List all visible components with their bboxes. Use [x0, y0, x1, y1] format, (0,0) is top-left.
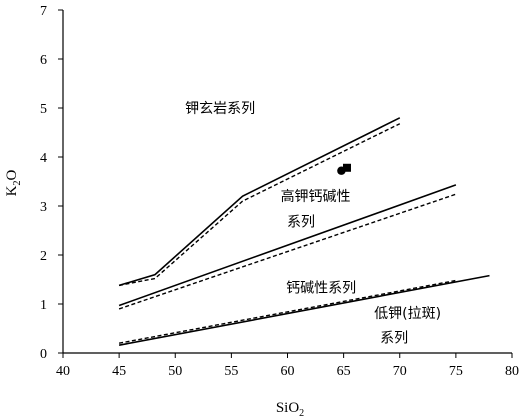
region-label: 高钾钙碱性	[281, 188, 351, 205]
region-label: 系列	[380, 330, 408, 346]
dashed-boundary-line	[118, 279, 457, 344]
x-axis-title: SiO2	[276, 400, 304, 418]
data-markers	[337, 163, 351, 175]
region-label: 低钾(拉斑)	[374, 306, 441, 322]
y-tick-label: 2	[40, 249, 47, 264]
x-tick-label: 45	[112, 364, 126, 379]
y-tick-label: 4	[40, 151, 47, 166]
region-label: 钾玄岩系列	[185, 100, 255, 117]
x-tick-label: 75	[449, 364, 463, 379]
y-tick-label: 6	[40, 53, 47, 68]
dashed-boundary-line	[118, 123, 401, 287]
region-label: 钙碱性系列	[286, 280, 356, 296]
y-tick-label: 1	[40, 298, 47, 313]
x-tick-label: 40	[56, 364, 70, 379]
solid-boundary-line	[118, 184, 457, 307]
y-tick-label: 0	[40, 347, 47, 362]
y-tick-label: 7	[40, 4, 47, 19]
x-tick-label: 60	[281, 364, 295, 379]
series-lines	[118, 117, 490, 346]
dashed-boundary-line	[118, 193, 457, 310]
region-label: 系列	[287, 215, 315, 231]
x-tick-label: 65	[337, 364, 351, 379]
x-tick-label: 50	[168, 364, 182, 379]
x-tick-label: 70	[393, 364, 407, 379]
y-tick-label: 3	[40, 200, 47, 215]
solid-boundary-line	[118, 274, 490, 346]
y-tick-label: 5	[40, 102, 47, 117]
x-tick-label: 80	[505, 364, 519, 379]
solid-boundary-line	[118, 117, 401, 287]
y-axis-title: K2O	[4, 170, 23, 197]
x-tick-label: 55	[224, 364, 238, 379]
square-marker	[342, 163, 351, 172]
